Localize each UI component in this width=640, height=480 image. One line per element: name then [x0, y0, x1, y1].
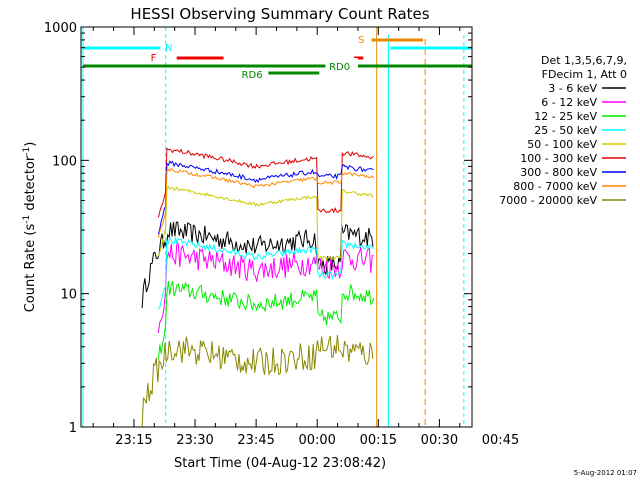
legend-label: 3 - 6 keV	[548, 82, 597, 95]
legend: Det 1,3,5,6,7,9, FDecim 1, Att 0 3 - 6 k…	[499, 54, 627, 207]
x-tick-label: 00:45	[482, 433, 519, 448]
y-tick-label: 10	[60, 288, 77, 303]
series-line	[157, 185, 374, 261]
y-tick-label: 100	[52, 154, 77, 169]
series-line	[141, 334, 374, 427]
series-8	[141, 334, 374, 427]
y-axis-label: Count Rate (s-1 detector-1)	[22, 142, 38, 313]
series-7	[157, 167, 375, 239]
plot-area: NF RD0 RD6 S	[82, 27, 472, 427]
series-line	[157, 280, 375, 360]
y-tick-label: 1	[69, 421, 77, 436]
flag-label: S	[358, 35, 364, 46]
series-6	[157, 160, 374, 235]
y-axis: 1 10 100 1000	[44, 21, 472, 436]
legend-label: 25 - 50 keV	[534, 124, 597, 137]
series-line	[157, 240, 374, 333]
flag-label: RD6	[242, 70, 263, 81]
legend-label: 6 - 12 keV	[541, 96, 597, 109]
x-axis-label: Start Time (04-Aug-12 23:08:42)	[174, 456, 386, 471]
legend-label: 800 - 7000 keV	[513, 180, 597, 193]
legend-label: 300 - 800 keV	[520, 166, 597, 179]
x-axis: 23:15 23:30 23:45 00:00 00:15 00:30 00:45	[92, 27, 519, 448]
legend-label: 100 - 300 keV	[520, 152, 597, 165]
legend-header-line-2: FDecim 1, Att 0	[542, 68, 627, 81]
plot-frame	[80, 26, 473, 428]
legend-header-line-1: Det 1,3,5,6,7,9,	[541, 54, 627, 67]
x-tick-label: 23:30	[176, 433, 213, 448]
x-tick-label: 23:45	[237, 433, 274, 448]
x-tick-label: 00:15	[360, 433, 397, 448]
series-line	[141, 221, 374, 309]
series-4	[157, 185, 374, 261]
x-tick-label: 00:30	[421, 433, 458, 448]
x-tick-label: 00:00	[298, 433, 335, 448]
flag-label: N	[165, 43, 172, 54]
series-line	[157, 236, 374, 310]
legend-label: 50 - 100 keV	[527, 138, 597, 151]
x-tick-label: 23:15	[115, 433, 152, 448]
series-5	[157, 147, 374, 218]
series-3	[157, 236, 374, 310]
series-0	[141, 221, 374, 309]
legend-label: 7000 - 20000 keV	[499, 194, 597, 207]
series-1	[157, 240, 374, 333]
series-line	[157, 160, 374, 235]
y-tick-label: 1000	[44, 21, 77, 36]
series-2	[157, 280, 375, 360]
footer-timestamp: 5-Aug-2012 01:07	[574, 469, 637, 477]
flag-label: RD0	[329, 62, 350, 73]
flag-label: F	[151, 53, 157, 64]
series-line	[157, 167, 375, 239]
chart-title: HESSI Observing Summary Count Rates	[130, 5, 429, 23]
legend-label: 12 - 25 keV	[534, 110, 597, 123]
series-line	[157, 147, 374, 218]
rd0-gap	[325, 58, 358, 70]
